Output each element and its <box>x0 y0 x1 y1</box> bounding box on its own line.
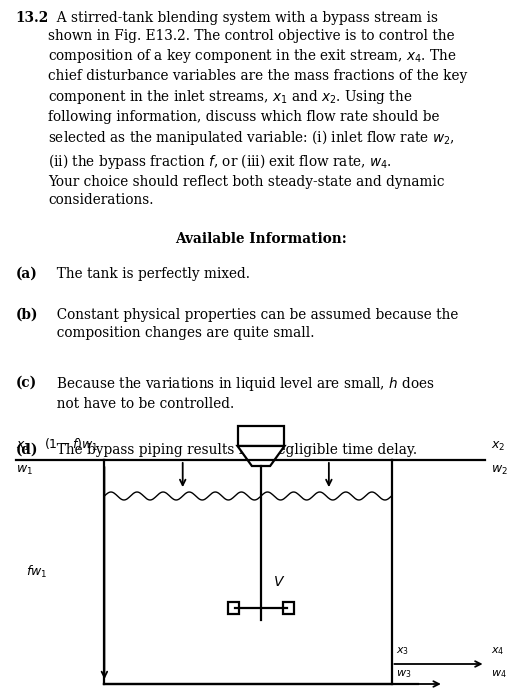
Text: $fw_1$: $fw_1$ <box>26 564 48 580</box>
Text: $x_4$: $x_4$ <box>491 645 504 657</box>
Polygon shape <box>238 446 284 466</box>
Text: Because the variations in liquid level are small, $h$ does
  not have to be cont: Because the variations in liquid level a… <box>48 375 435 412</box>
Text: $w_1$: $w_1$ <box>16 464 32 477</box>
Text: (a): (a) <box>16 267 38 281</box>
Bar <box>228 601 239 615</box>
Text: A stirred-tank blending system with a bypass stream is
shown in Fig. E13.2. The : A stirred-tank blending system with a by… <box>48 11 467 207</box>
Text: The bypass piping results in a negligible time delay.: The bypass piping results in a negligibl… <box>48 442 417 456</box>
Text: (c): (c) <box>16 375 37 389</box>
Text: 13.2: 13.2 <box>16 11 49 25</box>
Text: $w_3$: $w_3$ <box>396 668 411 680</box>
Text: (b): (b) <box>16 308 38 322</box>
Text: $x_1$: $x_1$ <box>16 440 30 453</box>
Text: Constant physical properties can be assumed because the
  composition changes ar: Constant physical properties can be assu… <box>48 308 458 340</box>
Text: The tank is perfectly mixed.: The tank is perfectly mixed. <box>48 267 250 281</box>
Text: $(1-f)w_1$: $(1-f)w_1$ <box>44 437 99 453</box>
Text: $x_2$: $x_2$ <box>491 440 505 453</box>
Text: (d): (d) <box>16 442 38 456</box>
Bar <box>238 426 284 446</box>
Text: $w_2$: $w_2$ <box>491 464 507 477</box>
Text: $w_4$: $w_4$ <box>491 668 506 680</box>
Text: $V$: $V$ <box>273 575 286 589</box>
Text: $x_3$: $x_3$ <box>396 645 409 657</box>
Text: Available Information:: Available Information: <box>175 232 347 246</box>
Bar <box>283 601 294 615</box>
